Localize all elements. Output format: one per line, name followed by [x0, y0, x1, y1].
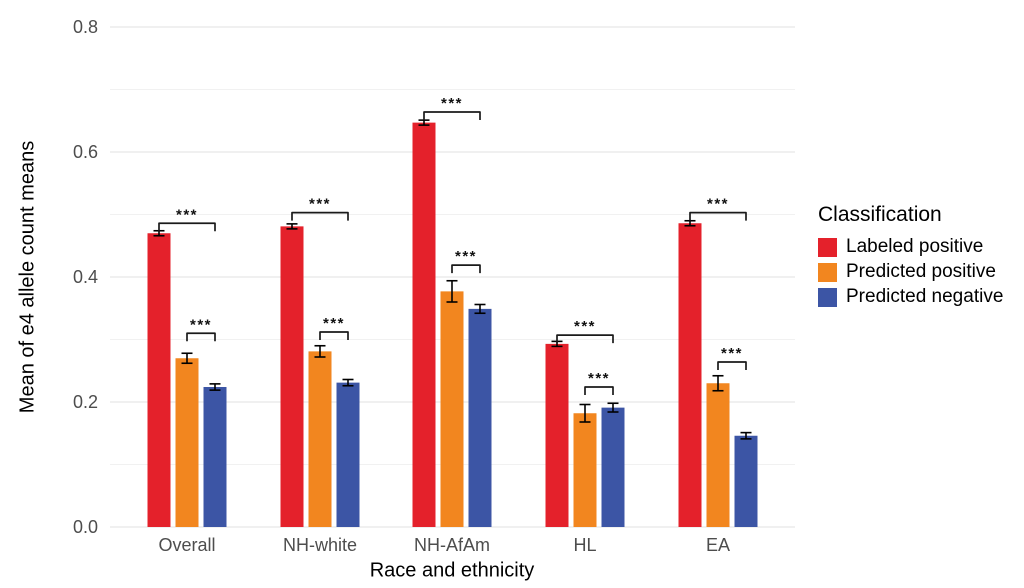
significance-bracket	[556, 334, 614, 344]
y-tick-label: 0.8	[73, 17, 98, 37]
bar-overall-s0	[147, 233, 171, 527]
significance-stars: ***	[455, 248, 477, 265]
x-category-label: NH-AfAm	[414, 535, 490, 555]
significance-bracket	[291, 211, 349, 221]
significance-bracket	[186, 332, 216, 342]
x-category-label: NH-white	[283, 535, 357, 555]
y-tick-label: 0.6	[73, 142, 98, 162]
bar-nh-afam-s2	[468, 308, 492, 527]
significance-stars: ***	[190, 316, 212, 333]
legend-swatch-blue	[818, 287, 837, 307]
y-tick-label: 0.0	[73, 517, 98, 537]
bar-ea-s1	[706, 383, 730, 527]
legend-item-labeled-positive: Labeled positive	[818, 236, 1018, 258]
x-axis-title: Race and ethnicity	[369, 559, 535, 582]
legend-label: Predicted positive	[846, 261, 996, 282]
significance-stars: ***	[574, 318, 596, 335]
bar-ea-s2	[734, 435, 758, 527]
legend-item-predicted-negative: Predicted negative	[818, 286, 1018, 308]
significance-bracket	[423, 111, 481, 120]
legend-swatch-red	[818, 237, 837, 257]
legend-swatch-orange	[818, 262, 837, 282]
bar-nh-white-s0	[280, 226, 304, 527]
y-axis-title: Mean of e4 allele count means	[16, 140, 39, 414]
bar-hl-s2	[601, 407, 625, 527]
bar-overall-s1	[175, 358, 199, 527]
significance-stars: ***	[588, 370, 610, 387]
bar-overall-s2	[203, 387, 227, 527]
significance-stars: ***	[721, 345, 743, 362]
y-tick-label: 0.2	[73, 392, 98, 412]
x-category-label: HL	[573, 535, 596, 555]
x-category-label: Overall	[158, 535, 215, 555]
y-tick-label: 0.4	[73, 267, 98, 287]
bar-hl-s1	[573, 413, 597, 527]
bar-nh-white-s2	[336, 382, 360, 527]
legend: Classification Labeled positive Predicte…	[818, 203, 1018, 311]
significance-bracket	[689, 211, 747, 221]
bar-nh-white-s1	[308, 351, 332, 527]
bar-ea-s0	[678, 223, 702, 527]
bar-hl-s0	[545, 343, 569, 527]
significance-stars: ***	[309, 196, 331, 213]
bar-nh-afam-s0	[412, 122, 436, 527]
significance-stars: ***	[441, 95, 463, 112]
significance-bracket	[319, 331, 349, 340]
significance-stars: ***	[707, 196, 729, 213]
significance-bracket	[584, 386, 614, 395]
significance-bracket	[717, 361, 747, 370]
legend-label: Labeled positive	[846, 236, 984, 257]
legend-label: Predicted negative	[846, 286, 1004, 307]
bar-nh-afam-s1	[440, 291, 464, 527]
significance-bracket	[451, 264, 481, 274]
significance-stars: ***	[323, 315, 345, 332]
significance-bracket	[158, 222, 216, 232]
x-category-label: EA	[706, 535, 730, 555]
legend-title: Classification	[818, 203, 942, 226]
significance-stars: ***	[176, 206, 198, 223]
legend-item-predicted-positive: Predicted positive	[818, 261, 1018, 283]
